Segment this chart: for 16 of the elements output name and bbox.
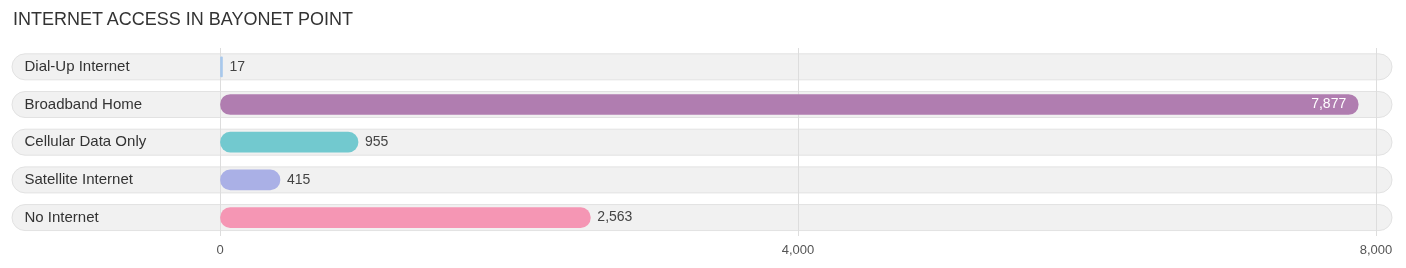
data-label: 415 xyxy=(286,170,311,187)
y-tick-label: Dial-Up Internet xyxy=(12,56,131,74)
data-label: 17 xyxy=(229,57,246,74)
y-tick-label: No Internet xyxy=(12,207,100,225)
x-tick-label: 0 xyxy=(216,241,224,257)
data-label: 7,877 xyxy=(1311,95,1347,112)
x-tick-label: 4,000 xyxy=(781,241,815,257)
chart-title: INTERNET ACCESS IN BAYONET POINT xyxy=(13,9,354,30)
x-tick-label: 8,000 xyxy=(1359,241,1393,257)
data-label: 2,563 xyxy=(597,208,633,225)
bar xyxy=(220,131,359,153)
y-tick-label: Satellite Internet xyxy=(12,170,134,188)
y-tick-label: Cellular Data Only xyxy=(12,132,147,150)
data-label: 955 xyxy=(365,133,389,150)
y-tick-label: Broadband Home xyxy=(12,94,143,112)
bar xyxy=(220,207,591,228)
